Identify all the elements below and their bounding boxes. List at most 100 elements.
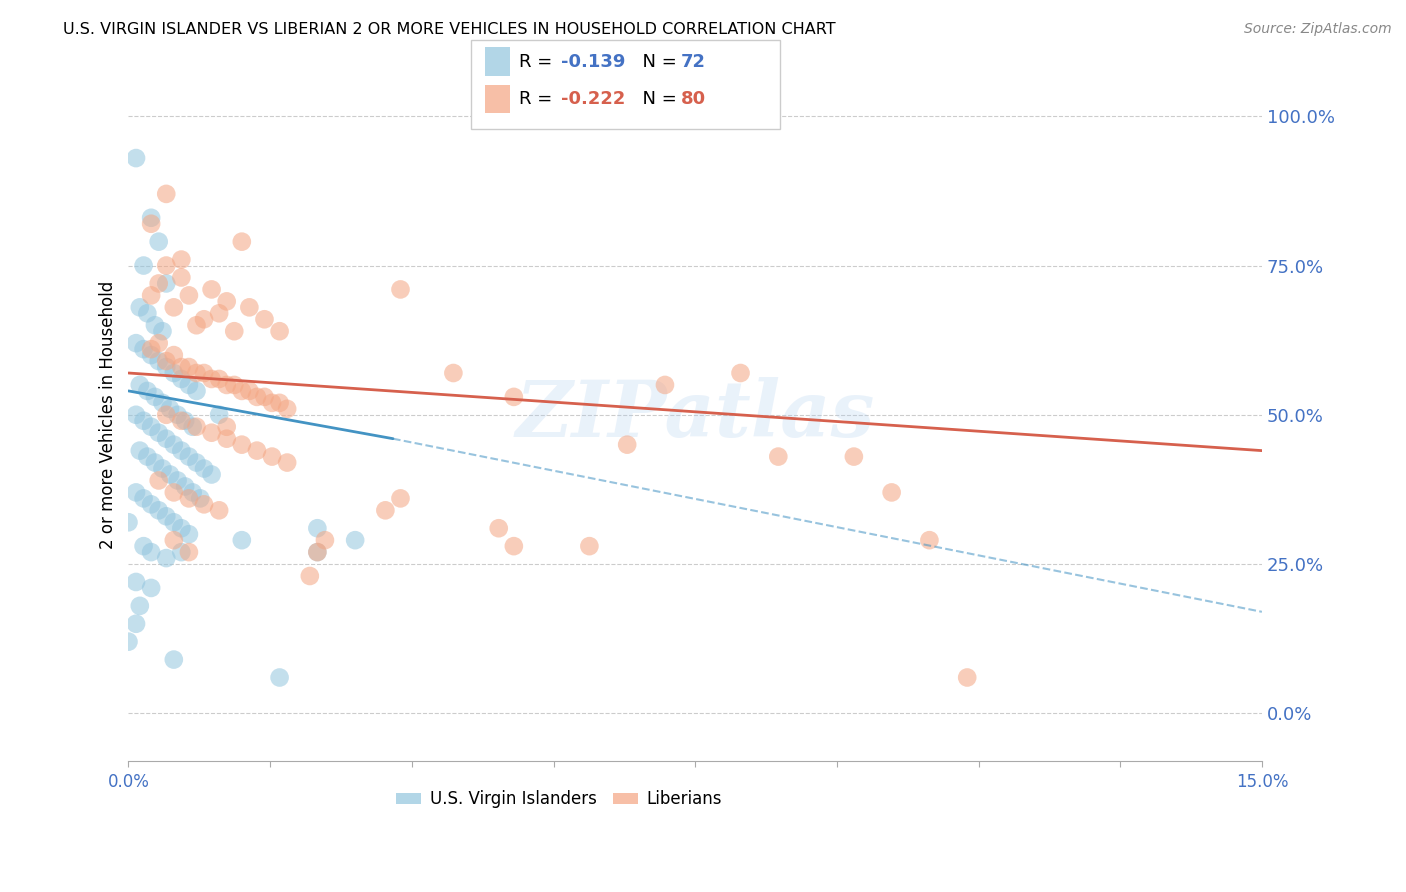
Point bbox=[155, 432, 177, 446]
Point bbox=[155, 259, 177, 273]
Point bbox=[139, 419, 162, 434]
Text: -0.139: -0.139 bbox=[561, 53, 626, 70]
Point bbox=[155, 277, 177, 291]
Point bbox=[125, 574, 148, 589]
Point bbox=[125, 336, 148, 351]
Point bbox=[170, 414, 193, 428]
Point bbox=[374, 503, 396, 517]
Point bbox=[181, 485, 204, 500]
Point bbox=[502, 390, 524, 404]
Point bbox=[224, 378, 246, 392]
Point bbox=[148, 503, 170, 517]
Text: N =: N = bbox=[631, 90, 683, 108]
Point bbox=[441, 366, 464, 380]
Point bbox=[307, 545, 329, 559]
Point bbox=[174, 414, 197, 428]
Point bbox=[260, 450, 283, 464]
Point bbox=[152, 461, 174, 475]
Point bbox=[159, 401, 181, 416]
Text: N =: N = bbox=[631, 53, 683, 70]
Point bbox=[730, 366, 752, 380]
Point bbox=[177, 359, 200, 374]
Point bbox=[200, 372, 222, 386]
Point bbox=[215, 432, 238, 446]
Point bbox=[215, 294, 238, 309]
Point bbox=[163, 366, 186, 380]
Point bbox=[193, 497, 215, 511]
Text: Source: ZipAtlas.com: Source: ZipAtlas.com bbox=[1244, 22, 1392, 37]
Point bbox=[186, 384, 208, 398]
Point bbox=[155, 551, 177, 566]
Point bbox=[344, 533, 367, 548]
Point bbox=[132, 539, 155, 553]
Point bbox=[139, 342, 162, 356]
Point bbox=[139, 288, 162, 302]
Point bbox=[163, 348, 186, 362]
Point bbox=[298, 569, 321, 583]
Point bbox=[253, 312, 276, 326]
Point bbox=[269, 671, 291, 685]
Point bbox=[768, 450, 790, 464]
Point bbox=[143, 390, 166, 404]
Point bbox=[170, 443, 193, 458]
Text: R =: R = bbox=[519, 53, 558, 70]
Point bbox=[224, 324, 246, 338]
Point bbox=[170, 252, 193, 267]
Point bbox=[152, 324, 174, 338]
Point bbox=[880, 485, 903, 500]
Point bbox=[488, 521, 510, 535]
Point bbox=[125, 408, 148, 422]
Point bbox=[208, 408, 231, 422]
Point bbox=[166, 474, 188, 488]
Point bbox=[132, 491, 155, 506]
Point bbox=[128, 378, 150, 392]
Point bbox=[238, 301, 260, 315]
Point bbox=[170, 372, 193, 386]
Text: ZIPatlas: ZIPatlas bbox=[516, 376, 875, 453]
Point bbox=[143, 318, 166, 333]
Point bbox=[136, 384, 159, 398]
Point bbox=[132, 414, 155, 428]
Point bbox=[238, 384, 260, 398]
Point bbox=[148, 336, 170, 351]
Point bbox=[253, 390, 276, 404]
Point bbox=[139, 497, 162, 511]
Point bbox=[128, 301, 150, 315]
Point bbox=[155, 509, 177, 524]
Point bbox=[200, 282, 222, 296]
Point bbox=[307, 521, 329, 535]
Point bbox=[177, 378, 200, 392]
Legend: U.S. Virgin Islanders, Liberians: U.S. Virgin Islanders, Liberians bbox=[389, 784, 728, 815]
Point bbox=[132, 259, 155, 273]
Point bbox=[148, 277, 170, 291]
Point bbox=[163, 533, 186, 548]
Point bbox=[193, 461, 215, 475]
Point bbox=[163, 301, 186, 315]
Point bbox=[170, 521, 193, 535]
Point bbox=[389, 282, 412, 296]
Point bbox=[269, 396, 291, 410]
Point bbox=[163, 437, 186, 451]
Point bbox=[177, 491, 200, 506]
Point bbox=[200, 467, 222, 482]
Point bbox=[186, 419, 208, 434]
Point bbox=[276, 401, 298, 416]
Point bbox=[163, 485, 186, 500]
Point bbox=[177, 288, 200, 302]
Point bbox=[260, 396, 283, 410]
Text: 15.0%: 15.0% bbox=[1236, 773, 1288, 791]
Point bbox=[155, 408, 177, 422]
Point bbox=[125, 616, 148, 631]
Point bbox=[246, 390, 269, 404]
Point bbox=[654, 378, 676, 392]
Point bbox=[148, 354, 170, 368]
Point bbox=[193, 366, 215, 380]
Point bbox=[139, 348, 162, 362]
Y-axis label: 2 or more Vehicles in Household: 2 or more Vehicles in Household bbox=[100, 281, 117, 549]
Point bbox=[117, 515, 139, 529]
Point bbox=[170, 359, 193, 374]
Point bbox=[389, 491, 412, 506]
Point bbox=[163, 515, 186, 529]
Point bbox=[616, 437, 638, 451]
Point bbox=[132, 342, 155, 356]
